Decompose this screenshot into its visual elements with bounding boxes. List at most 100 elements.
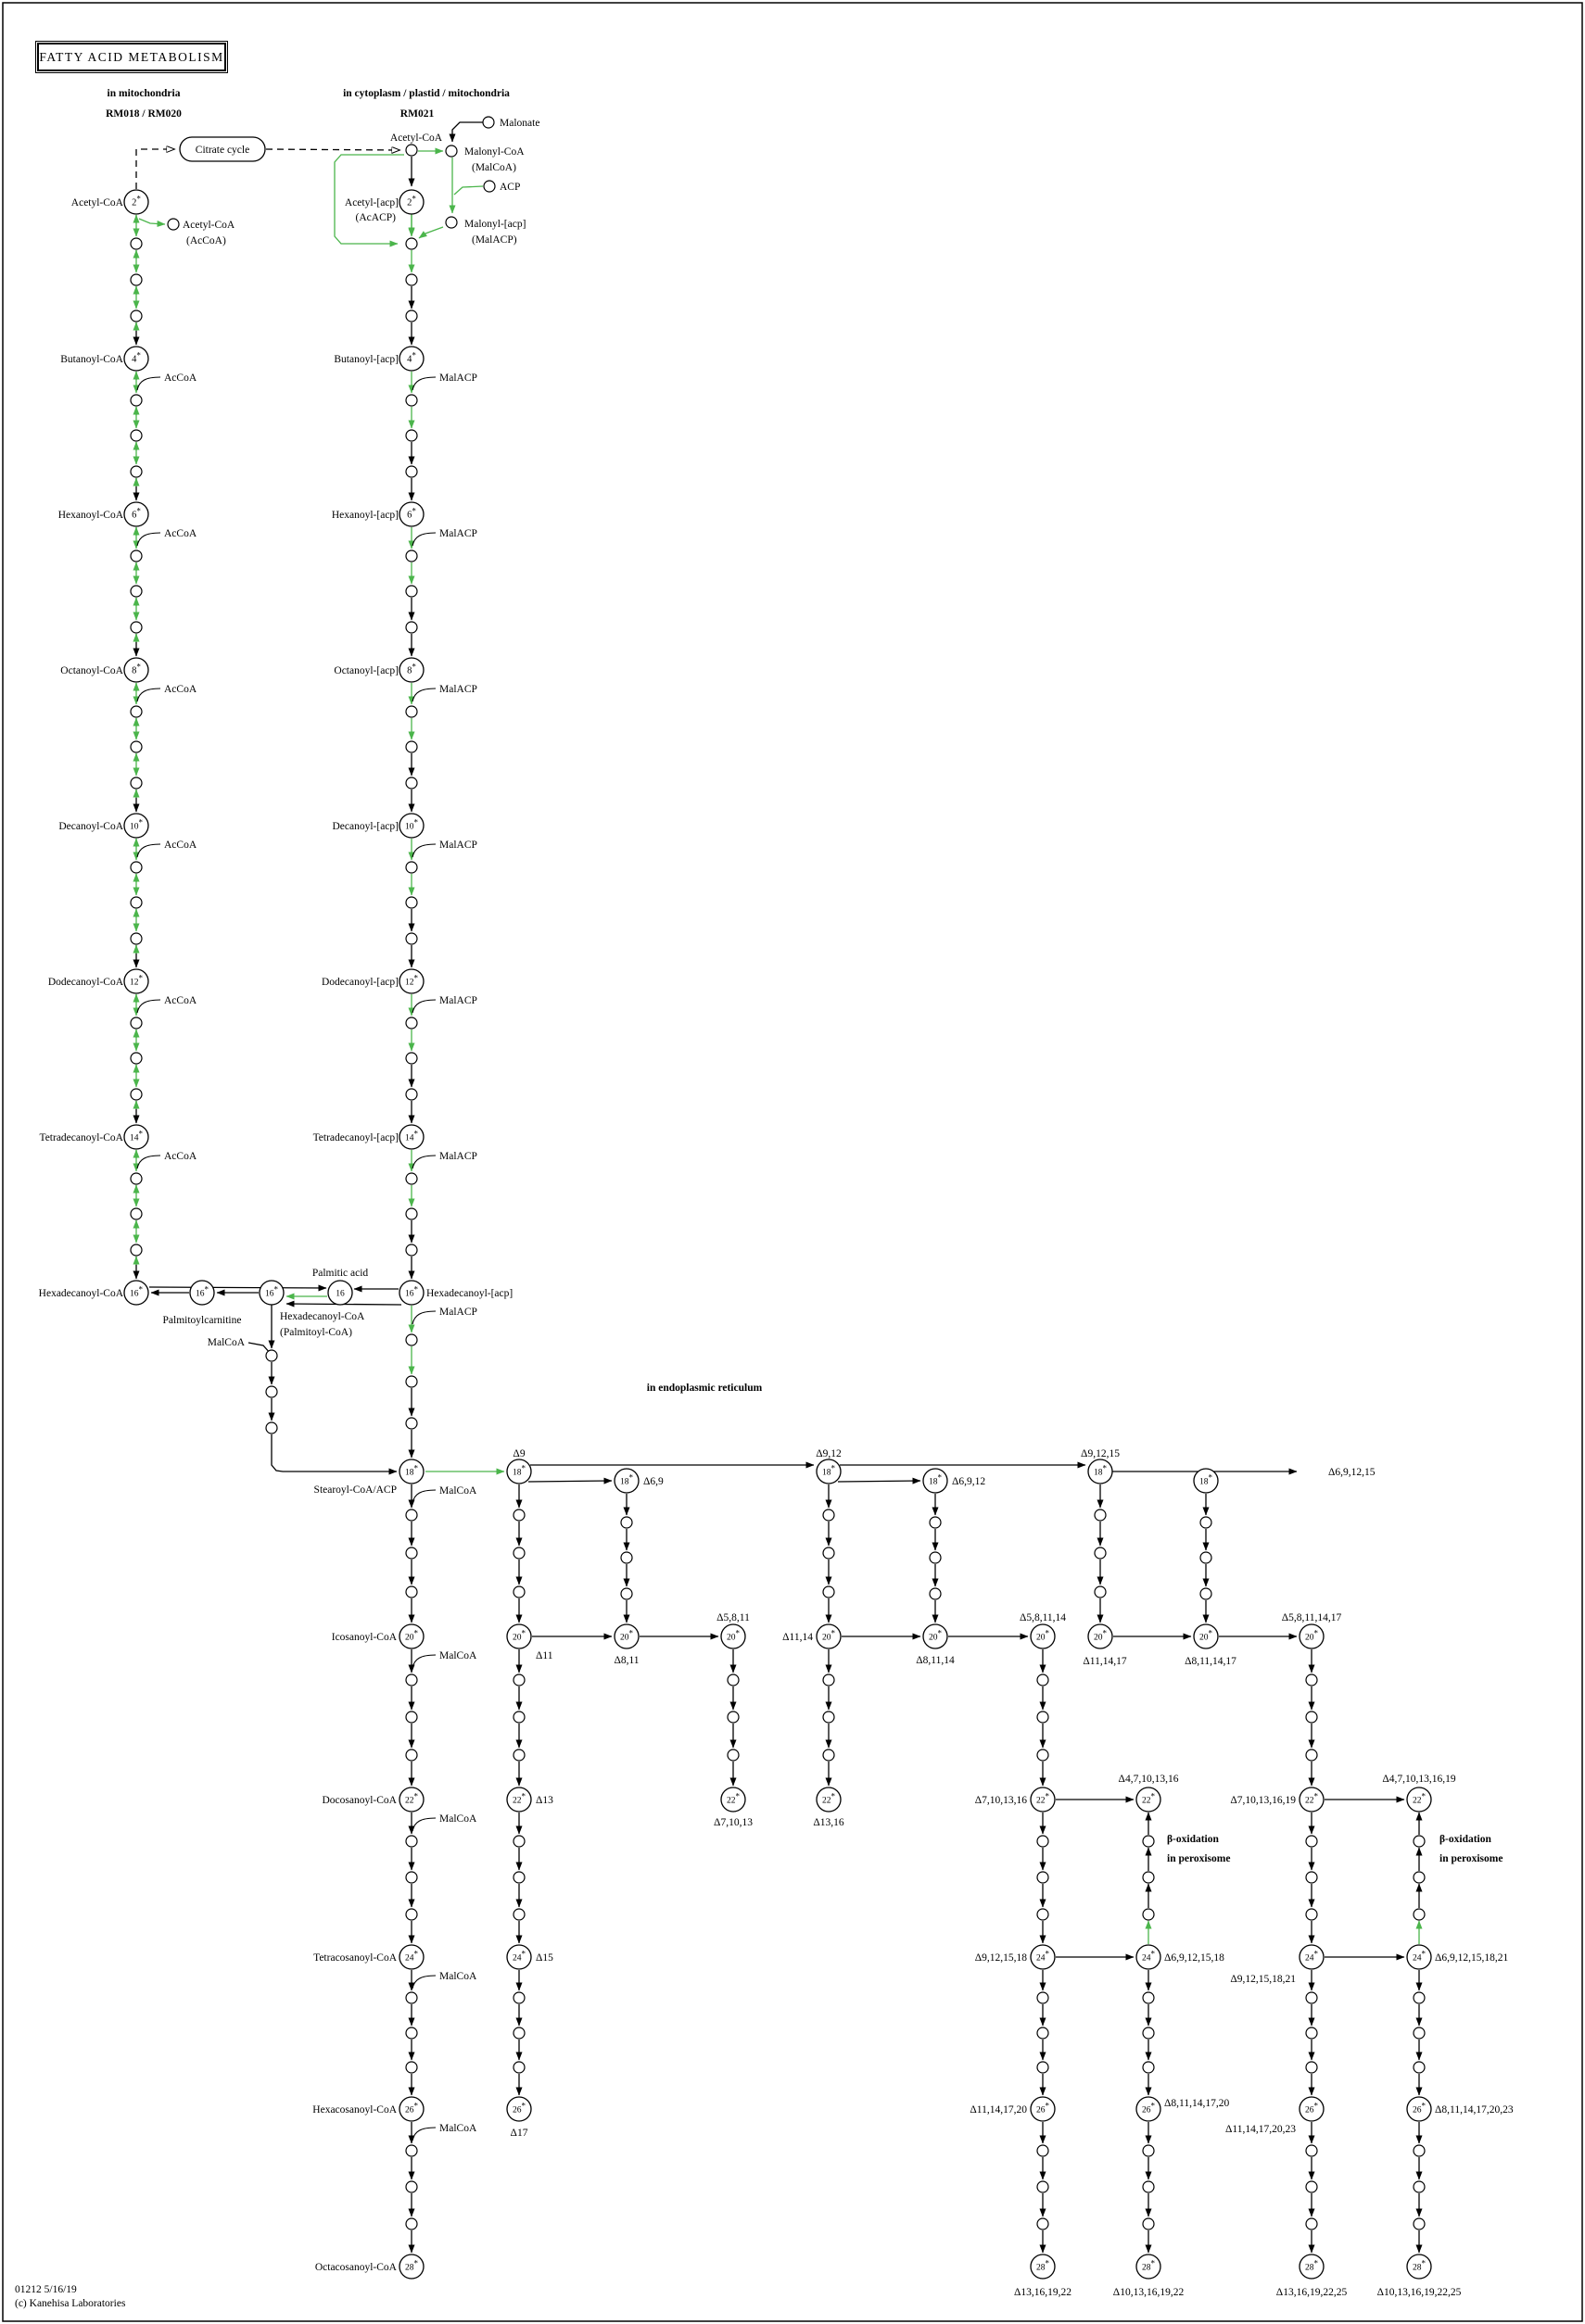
compound-dot[interactable] [130,237,143,250]
compound-node-18[interactable] [614,1468,640,1494]
compound-node-28[interactable] [1299,2254,1325,2280]
compound-node-26[interactable] [506,2096,532,2122]
compound-dot[interactable] [1142,2180,1155,2193]
compound-node-18[interactable] [399,1459,425,1484]
compound-dot[interactable] [513,1749,526,1762]
compound-dot[interactable] [405,2061,418,2074]
compound-dot[interactable] [1142,2027,1155,2040]
compound-dot[interactable] [1305,1991,1318,2004]
compound-dot[interactable] [1413,1835,1426,1848]
compound-node-22[interactable] [1135,1787,1161,1812]
compound-node-22[interactable] [816,1787,842,1812]
compound-node-16[interactable] [259,1280,285,1306]
compound-dot[interactable] [620,1551,633,1564]
compound-node-28[interactable] [1406,2254,1432,2280]
compound-dot[interactable] [1305,2027,1318,2040]
compound-dot[interactable] [405,740,418,753]
compound-dot[interactable] [405,1991,418,2004]
compound-dot[interactable] [405,896,418,909]
compound-dot[interactable] [405,1052,418,1065]
compound-dot[interactable] [130,1088,143,1101]
compound-dot[interactable] [130,740,143,753]
compound-dot[interactable] [405,932,418,945]
compound-dot[interactable] [405,309,418,322]
compound-dot[interactable] [513,1711,526,1724]
compound-dot[interactable] [1036,1871,1049,1884]
compound-dot[interactable] [620,1516,633,1529]
compound-node-20[interactable] [720,1623,746,1649]
compound-dot[interactable] [513,1585,526,1598]
compound-dot[interactable] [445,145,458,158]
compound-dot[interactable] [130,1017,143,1029]
compound-dot[interactable] [405,1749,418,1762]
compound-dot[interactable] [727,1749,740,1762]
compound-dot[interactable] [620,1587,633,1600]
compound-dot[interactable] [405,237,418,250]
compound-dot[interactable] [513,1547,526,1560]
compound-dot[interactable] [405,1417,418,1430]
compound-dot[interactable] [405,1711,418,1724]
compound-dot[interactable] [1142,2061,1155,2074]
compound-dot[interactable] [405,1871,418,1884]
compound-dot[interactable] [130,394,143,407]
compound-dot[interactable] [130,309,143,322]
compound-node-8[interactable] [399,657,425,683]
compound-node-22[interactable] [1299,1787,1325,1812]
compound-dot[interactable] [1036,1749,1049,1762]
compound-node-18[interactable] [816,1459,842,1484]
compound-node-10[interactable] [399,813,425,839]
compound-node-26[interactable] [1135,2096,1161,2122]
compound-dot[interactable] [130,1244,143,1257]
compound-node-26[interactable] [399,2096,425,2122]
compound-node-24[interactable] [399,1944,425,1970]
compound-dot[interactable] [265,1349,278,1362]
compound-node-28[interactable] [399,2254,425,2280]
compound-dot[interactable] [167,218,180,231]
compound-dot[interactable] [405,861,418,874]
compound-dot[interactable] [130,1207,143,1220]
compound-node-2[interactable] [399,189,425,215]
compound-node-26[interactable] [1030,2096,1056,2122]
compound-dot[interactable] [130,465,143,478]
compound-dot[interactable] [1413,2061,1426,2074]
compound-dot[interactable] [1142,1991,1155,2004]
compound-dot[interactable] [1142,2144,1155,2157]
compound-dot[interactable] [822,1547,835,1560]
compound-dot[interactable] [1413,2180,1426,2193]
compound-node-18[interactable] [922,1468,948,1494]
compound-node-2[interactable] [123,189,149,215]
compound-dot[interactable] [1094,1509,1107,1522]
compound-node-18[interactable] [1087,1459,1113,1484]
compound-node-12[interactable] [399,968,425,994]
compound-node-4[interactable] [399,346,425,372]
compound-dot[interactable] [1305,1749,1318,1762]
compound-dot[interactable] [1413,2217,1426,2230]
compound-dot[interactable] [1036,1835,1049,1848]
compound-dot[interactable] [1305,2144,1318,2157]
compound-dot[interactable] [1036,2144,1049,2157]
compound-dot[interactable] [513,1871,526,1884]
compound-dot[interactable] [513,2061,526,2074]
compound-dot[interactable] [405,1333,418,1346]
compound-node-20[interactable] [1030,1623,1056,1649]
compound-dot[interactable] [822,1509,835,1522]
compound-dot[interactable] [483,180,496,193]
compound-node-16[interactable] [123,1280,149,1306]
compound-dot[interactable] [1036,2217,1049,2230]
compound-dot[interactable] [405,2217,418,2230]
compound-dot[interactable] [130,777,143,789]
compound-dot[interactable] [1305,2217,1318,2230]
compound-dot[interactable] [1142,1908,1155,1921]
compound-dot[interactable] [405,1547,418,1560]
compound-node-24[interactable] [506,1944,532,1970]
compound-dot[interactable] [1413,1991,1426,2004]
compound-dot[interactable] [1305,1871,1318,1884]
compound-node-4[interactable] [123,346,149,372]
compound-node-22[interactable] [720,1787,746,1812]
compound-dot[interactable] [405,273,418,286]
compound-dot[interactable] [1036,1991,1049,2004]
compound-dot[interactable] [513,2027,526,2040]
compound-node-20[interactable] [1193,1623,1219,1649]
compound-dot[interactable] [405,144,418,157]
compound-dot[interactable] [130,896,143,909]
